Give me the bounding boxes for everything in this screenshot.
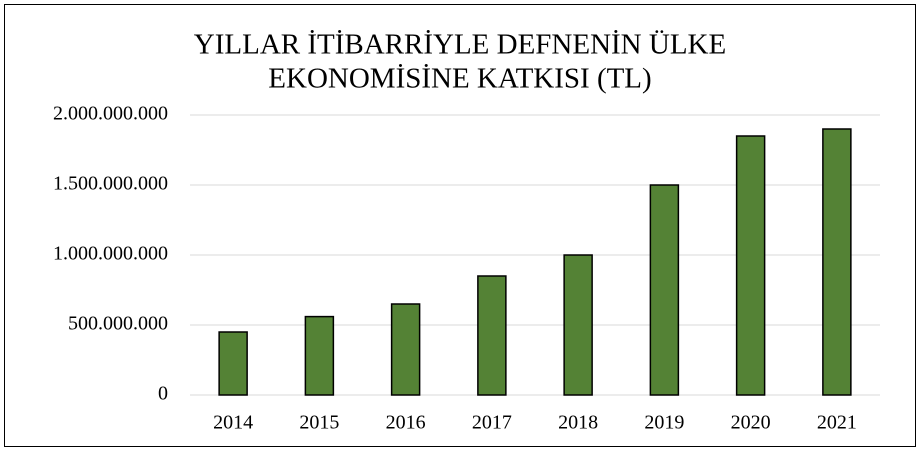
y-tick-label: 1.000.000.000 [53,243,168,265]
y-tick-label: 0 [158,383,168,405]
chart-title: YILLAR İTİBARRİYLE DEFNENİN ÜLKE [194,29,726,61]
y-tick-label: 2.000.000.000 [53,103,168,125]
x-tick-label: 2019 [644,412,684,434]
bar [649,184,680,396]
bar [390,303,421,396]
x-tick-label: 2016 [386,412,426,434]
x-tick-label: 2020 [731,412,771,434]
bar [735,135,766,396]
y-tick-label: 1.500.000.000 [53,173,168,195]
y-tick-label: 500.000.000 [68,313,168,335]
x-tick-label: 2021 [817,412,857,434]
x-tick-label: 2014 [213,412,253,434]
x-tick-label: 2018 [558,412,598,434]
x-tick-label: 2015 [299,412,339,434]
bar [477,275,507,396]
bar [563,254,593,396]
bar [218,331,248,396]
x-tick-label: 2017 [472,412,512,434]
bar [304,315,335,396]
chart-title: EKONOMİSİNE KATKISI (TL) [268,63,651,95]
bar [822,128,852,396]
